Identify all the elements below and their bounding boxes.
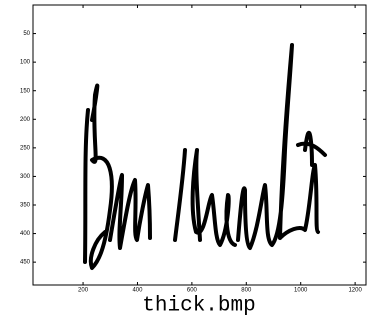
y-tick-label: 400 [20,231,31,237]
y-tick-label: 150 [20,88,31,94]
x-tick-label: 1000 [294,288,308,294]
x-tick-label: 200 [78,288,89,294]
x-tick-label: 1200 [348,288,362,294]
x-tick-label: 600 [187,288,198,294]
y-tick-label: 200 [20,117,31,123]
plot-frame [33,5,366,285]
y-tick-label: 100 [20,60,31,66]
y-tick-label: 450 [20,260,31,266]
chart: thick.bmp 200 400 600 800 1000 1200 50 100 150 20… [0,0,369,323]
x-axis-label: thick.bmp [142,295,255,318]
y-tick-label: 300 [20,174,31,180]
x-tick-label: 400 [132,288,143,294]
y-tick-label: 50 [23,31,30,37]
y-tick-label: 250 [20,145,31,151]
y-tick-label: 350 [20,203,31,209]
x-tick-label: 800 [241,288,252,294]
